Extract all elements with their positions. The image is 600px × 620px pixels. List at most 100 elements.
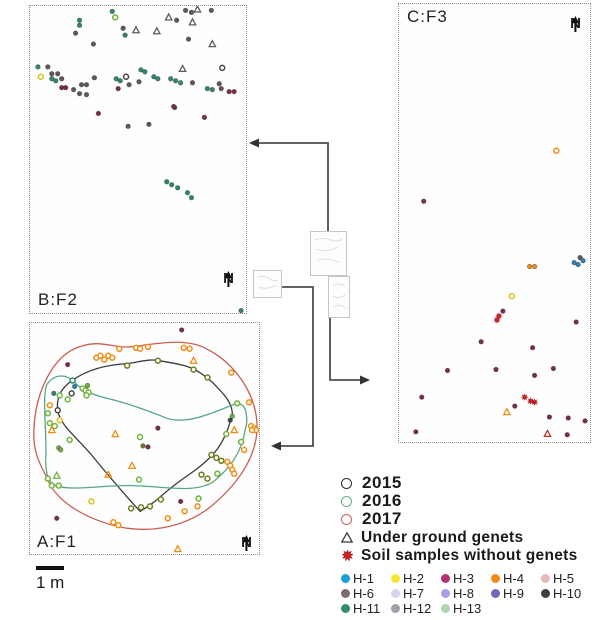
data-point: [115, 86, 121, 92]
legend-genet-item: H-8: [441, 586, 491, 601]
data-point: [223, 430, 230, 438]
data-point: [127, 461, 137, 469]
data-point: [419, 394, 425, 400]
data-point: [66, 436, 73, 444]
genet-label: H-7: [403, 586, 424, 601]
data-point: [185, 36, 192, 42]
data-point: [111, 429, 120, 438]
data-point: [204, 475, 211, 482]
legend-year-item: 2017: [341, 509, 597, 528]
data-point: [52, 470, 62, 479]
data-point: [194, 503, 201, 510]
data-point: [131, 25, 141, 34]
data-point: [188, 195, 195, 201]
data-point: [195, 495, 202, 502]
data-point: [145, 444, 151, 450]
data-point: [111, 14, 119, 21]
scale-bar: 1 m: [36, 566, 96, 593]
data-point: [531, 263, 538, 270]
data-point: [90, 41, 97, 47]
data-point: [76, 17, 83, 23]
legend-genet-item: H-12: [391, 601, 441, 616]
data-point: [573, 319, 579, 325]
data-point: [508, 293, 516, 300]
scatter-plot-f3: [413, 147, 588, 438]
data-point: [56, 416, 63, 424]
data-point: [97, 352, 104, 359]
data-point: [115, 522, 122, 529]
data-point: [208, 39, 217, 48]
genet-label: H-10: [553, 586, 582, 601]
data-point: [115, 345, 123, 353]
data-point: [175, 185, 181, 191]
legend-years: 2015 2016 2017: [341, 473, 597, 528]
genet-label: H-11: [353, 601, 381, 616]
inset-thumbnail-left: [253, 270, 282, 298]
panel-label-f1: A:F1: [37, 532, 77, 551]
data-point: [493, 366, 499, 373]
data-point: [164, 12, 173, 21]
scatter-plot-f1: [33, 327, 259, 553]
year-ring-icon: [341, 477, 352, 489]
data-point: [227, 417, 233, 423]
data-point: [238, 307, 244, 313]
data-point: [550, 365, 557, 372]
data-point: [245, 399, 253, 406]
data-point: [71, 383, 78, 390]
inset-thumbnail-top: [310, 231, 347, 276]
data-point: [46, 419, 54, 427]
data-point: [144, 343, 152, 351]
north-arrow-icon: [242, 535, 251, 551]
data-point: [177, 80, 184, 86]
legend-genet-item: H-10: [541, 586, 587, 601]
genet-color-icon: [341, 574, 350, 583]
data-point: [136, 79, 142, 85]
data-point: [575, 261, 581, 268]
data-point: [216, 81, 222, 87]
data-point: [226, 89, 232, 95]
genet-label: H-6: [353, 586, 374, 601]
data-point: [198, 471, 205, 478]
data-point: [101, 356, 108, 363]
year-ring-icon: [341, 495, 352, 507]
panel-a-f1: N A:F1: [29, 322, 260, 555]
data-point: [55, 482, 62, 489]
genet-color-icon: [491, 589, 500, 598]
legend-genet-item: H-9: [491, 586, 541, 601]
genet-label: H-12: [403, 601, 432, 616]
data-point: [218, 86, 224, 92]
data-point: [54, 515, 60, 521]
data-point: [500, 308, 506, 314]
legend-genet-item: H-1: [341, 571, 391, 586]
genet-label: H-8: [453, 586, 474, 601]
legend-year-item: 2015: [341, 473, 597, 492]
data-point: [154, 357, 162, 364]
data-point: [173, 78, 179, 84]
genet-color-icon: [541, 589, 550, 598]
data-point: [190, 366, 197, 373]
data-point: [122, 73, 130, 80]
north-arrow-icon: [224, 271, 233, 287]
legend-genets: H-1 H-2 H-3 H-4 H-5 H-6 H-7 H-8 H-9 H-10 H-11 H-12 H…: [341, 571, 597, 616]
data-point: [54, 407, 61, 414]
north-indicator-f1: N: [241, 535, 252, 551]
arrowhead-to-f1: [271, 441, 281, 451]
data-point: [51, 422, 59, 430]
data-point: [76, 90, 83, 97]
legend-underground-label: Under ground genets: [361, 528, 524, 546]
arrowhead-to-f2: [249, 138, 259, 148]
data-point: [152, 26, 162, 35]
data-point: [136, 433, 144, 441]
data-point: [209, 87, 215, 93]
legend-genet-item: H-7: [391, 586, 441, 601]
data-point: [512, 403, 518, 409]
data-point: [173, 544, 182, 553]
data-point: [37, 73, 45, 80]
data-point: [51, 390, 57, 397]
genet-color-icon: [541, 574, 550, 583]
data-point: [189, 355, 198, 364]
data-point: [68, 390, 75, 397]
data-point: [228, 369, 235, 376]
genet-label: H-4: [503, 571, 524, 586]
scale-bar-line: [36, 566, 64, 570]
